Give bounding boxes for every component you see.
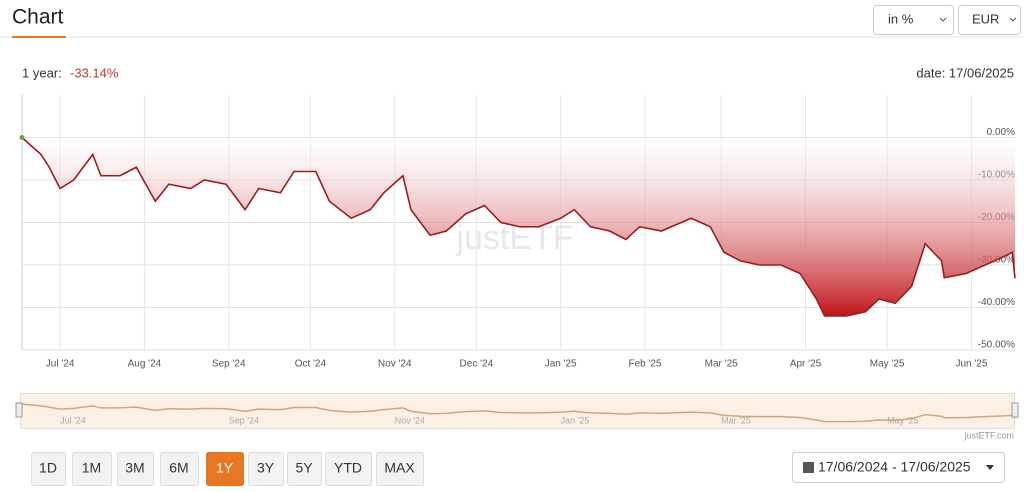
range-button[interactable] <box>31 452 66 486</box>
range-button-label: 5Y <box>295 460 313 476</box>
x-tick-label: Dec '24 <box>460 359 494 370</box>
unit-select[interactable] <box>873 5 954 35</box>
range-button[interactable] <box>248 452 284 486</box>
y-tick-label: -50.00% <box>978 340 1015 351</box>
date-range-picker[interactable] <box>792 452 1005 483</box>
navigator-handle[interactable] <box>15 402 23 418</box>
title: Chart <box>12 6 64 29</box>
range-button[interactable] <box>325 452 372 486</box>
x-tick-label: Nov '24 <box>378 359 412 370</box>
unit-select-text: in % <box>888 11 914 26</box>
navigator-handle[interactable] <box>1011 402 1019 418</box>
range-button[interactable] <box>117 452 154 486</box>
x-tick-label: Aug '24 <box>128 359 162 370</box>
plot: Jul '24 Aug '24 Sep '24 Oct '24 Nov '24 Dec '… <box>19 95 1016 370</box>
range-button-label: 3Y <box>257 460 275 476</box>
calendar-icon <box>803 462 814 473</box>
y-tick-label: -40.00% <box>978 297 1015 308</box>
range-button-label: 3M <box>125 460 144 476</box>
start-point <box>19 135 25 140</box>
range-button-label: 6M <box>169 460 188 476</box>
x-tick-label: Oct '24 <box>295 359 327 370</box>
range-button[interactable] <box>160 452 199 486</box>
chevron <box>1009 17 1017 22</box>
credit: justETF.com <box>963 430 1014 440</box>
period-label: 1 year: <box>22 65 62 80</box>
currency-select[interactable] <box>958 5 1021 35</box>
range-button[interactable] <box>376 452 424 486</box>
navigator[interactable] <box>20 393 1015 429</box>
range-button[interactable] <box>287 452 322 486</box>
x-tick-label: Jun '25 <box>956 359 988 370</box>
chevron <box>939 17 947 22</box>
navigator-label: Jul '24 <box>60 415 86 425</box>
x-tick-label: Jul '24 <box>46 359 75 370</box>
navigator-label: Sep '24 <box>229 415 259 425</box>
y-tick-label: 0.00% <box>987 127 1015 138</box>
area-fill <box>22 137 1015 316</box>
navigator-series: Jul '24 Sep '24 Nov '24 Jan '25 Mar '25 May '… <box>21 403 1016 425</box>
range-button-label: 1Y <box>216 460 234 476</box>
return-value: -33.14% <box>70 65 119 80</box>
x-tick-label: Jan '25 <box>545 359 577 370</box>
currency-select-text: EUR <box>972 11 999 26</box>
navigator-label: Nov '24 <box>395 415 425 425</box>
range-button-label: YTD <box>334 460 362 476</box>
range-buttons: 1D 1M 3M 6M 1Y 3Y 5Y YTD MAX <box>31 452 424 486</box>
x-tick-label: May '25 <box>870 359 905 370</box>
series-line <box>21 136 1016 317</box>
range-button[interactable] <box>206 452 244 486</box>
date-label: date: 17/06/2025 <box>916 65 1014 80</box>
range-button-label: 1M <box>82 460 101 476</box>
range-button[interactable] <box>72 452 112 486</box>
date-range: 17/06/2024 - 17/06/2025 <box>818 459 971 475</box>
x-tick-label: Mar '25 <box>705 359 738 370</box>
x-tick-label: Apr '25 <box>790 359 822 370</box>
navigator-label: Mar '25 <box>721 415 751 425</box>
navigator-line <box>21 403 1016 423</box>
x-tick-label: Sep '24 <box>212 359 246 370</box>
caret <box>986 465 994 470</box>
range-button-label: 1D <box>39 460 57 476</box>
navigator-label: Jan '25 <box>561 415 590 425</box>
x-tick-label: Feb '25 <box>628 359 661 370</box>
range-button-label: MAX <box>384 460 415 476</box>
